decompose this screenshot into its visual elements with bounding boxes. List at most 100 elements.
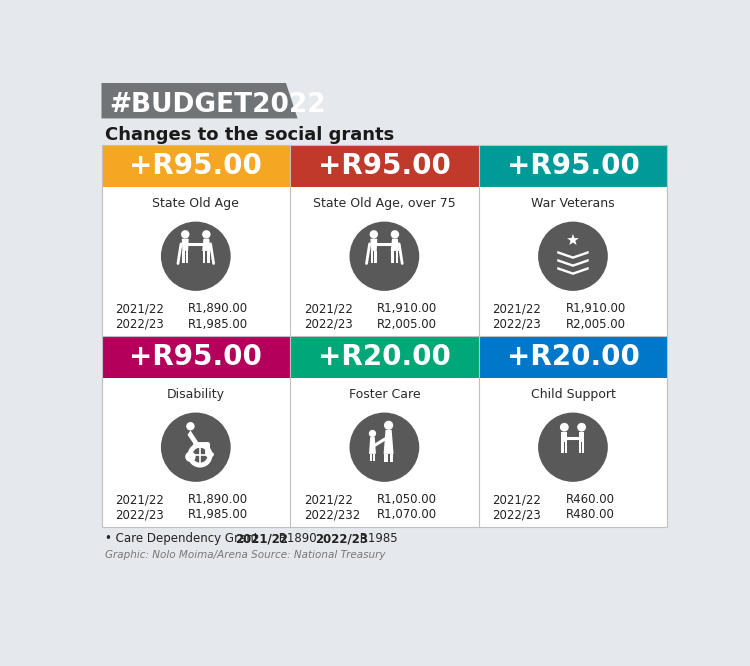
- Text: +R95.00: +R95.00: [318, 152, 451, 180]
- Text: Foster Care: Foster Care: [349, 388, 420, 402]
- Text: R1,985.00: R1,985.00: [188, 318, 248, 330]
- Text: 2022/23: 2022/23: [116, 508, 164, 521]
- Text: 2021/22: 2021/22: [116, 302, 164, 315]
- Bar: [478, 336, 668, 378]
- Text: 2021/22: 2021/22: [116, 493, 164, 506]
- Text: 2022/23: 2022/23: [116, 318, 164, 330]
- Circle shape: [181, 230, 190, 238]
- Text: R1890: R1890: [275, 532, 324, 545]
- Bar: [101, 145, 668, 527]
- Text: Disability: Disability: [166, 388, 225, 402]
- Circle shape: [161, 412, 231, 482]
- Bar: [373, 454, 375, 461]
- Text: 2021/22: 2021/22: [493, 302, 542, 315]
- Text: +R20.00: +R20.00: [506, 343, 640, 371]
- Polygon shape: [391, 238, 399, 251]
- Bar: [392, 251, 394, 263]
- Circle shape: [161, 222, 231, 291]
- Polygon shape: [369, 437, 376, 454]
- Polygon shape: [202, 238, 211, 251]
- Text: 2022/23: 2022/23: [493, 318, 542, 330]
- Bar: [396, 251, 398, 263]
- Circle shape: [391, 230, 399, 238]
- Circle shape: [186, 422, 195, 430]
- Bar: [182, 251, 184, 263]
- Bar: [101, 145, 668, 527]
- Text: 2021/22: 2021/22: [304, 302, 353, 315]
- Bar: [101, 336, 290, 527]
- Bar: [290, 145, 478, 336]
- Text: R2,005.00: R2,005.00: [566, 318, 626, 330]
- Text: R1,985.00: R1,985.00: [188, 508, 248, 521]
- Circle shape: [560, 423, 568, 432]
- Bar: [579, 442, 581, 454]
- Text: Changes to the social grants: Changes to the social grants: [104, 127, 394, 145]
- Text: R1985: R1985: [356, 532, 398, 545]
- Text: 2022/23: 2022/23: [316, 532, 368, 545]
- Text: 2022/232: 2022/232: [304, 508, 360, 521]
- Bar: [186, 251, 188, 263]
- Text: State Old Age, over 75: State Old Age, over 75: [313, 197, 456, 210]
- Bar: [208, 251, 210, 263]
- Bar: [290, 336, 478, 378]
- Text: R2,005.00: R2,005.00: [376, 318, 436, 330]
- Bar: [582, 442, 584, 454]
- Circle shape: [578, 423, 586, 432]
- Text: R1,070.00: R1,070.00: [376, 508, 437, 521]
- Text: R460.00: R460.00: [566, 493, 614, 506]
- Polygon shape: [383, 430, 394, 454]
- Text: R1,890.00: R1,890.00: [188, 302, 248, 315]
- Polygon shape: [557, 251, 589, 259]
- Text: Child Support: Child Support: [530, 388, 616, 402]
- Text: • Care Dependency Grant: • Care Dependency Grant: [104, 532, 266, 545]
- Text: 2021/22: 2021/22: [235, 532, 288, 545]
- Circle shape: [202, 230, 211, 238]
- Bar: [371, 251, 374, 263]
- Text: 2021/22: 2021/22: [493, 493, 542, 506]
- Polygon shape: [557, 267, 589, 275]
- Circle shape: [350, 222, 419, 291]
- Bar: [290, 336, 478, 527]
- Polygon shape: [188, 430, 199, 446]
- Text: R1,910.00: R1,910.00: [566, 302, 626, 315]
- Polygon shape: [370, 238, 377, 251]
- Text: R1,050.00: R1,050.00: [376, 493, 436, 506]
- Text: R480.00: R480.00: [566, 508, 614, 521]
- Circle shape: [370, 230, 378, 238]
- Text: Graphic: Nolo Moima/Arena Source: National Treasury: Graphic: Nolo Moima/Arena Source: Nation…: [104, 550, 385, 560]
- Text: 2022/23: 2022/23: [304, 318, 352, 330]
- Bar: [101, 145, 290, 336]
- Bar: [562, 442, 564, 454]
- Text: +R95.00: +R95.00: [129, 152, 262, 180]
- Circle shape: [369, 430, 376, 437]
- Bar: [384, 454, 388, 462]
- Text: +R95.00: +R95.00: [129, 343, 262, 371]
- Text: +R20.00: +R20.00: [318, 343, 451, 371]
- Bar: [101, 336, 290, 378]
- Text: R1,910.00: R1,910.00: [376, 302, 437, 315]
- Text: State Old Age: State Old Age: [152, 197, 239, 210]
- Bar: [290, 145, 478, 187]
- Text: 2021/22: 2021/22: [304, 493, 353, 506]
- Text: +R95.00: +R95.00: [506, 152, 640, 180]
- Circle shape: [350, 412, 419, 482]
- Bar: [562, 432, 567, 442]
- Bar: [370, 454, 372, 461]
- Bar: [565, 442, 567, 454]
- Bar: [478, 145, 668, 187]
- Polygon shape: [101, 83, 298, 119]
- Bar: [203, 251, 206, 263]
- Bar: [101, 145, 290, 187]
- Polygon shape: [557, 259, 589, 267]
- Text: R1,890.00: R1,890.00: [188, 493, 248, 506]
- Circle shape: [384, 421, 393, 430]
- Circle shape: [538, 412, 608, 482]
- Bar: [478, 336, 668, 527]
- Text: War Veterans: War Veterans: [531, 197, 615, 210]
- Polygon shape: [182, 238, 189, 251]
- Text: #BUDGET2022: #BUDGET2022: [110, 91, 326, 118]
- Circle shape: [538, 222, 608, 291]
- Bar: [478, 145, 668, 336]
- Bar: [374, 251, 376, 263]
- Polygon shape: [567, 234, 579, 245]
